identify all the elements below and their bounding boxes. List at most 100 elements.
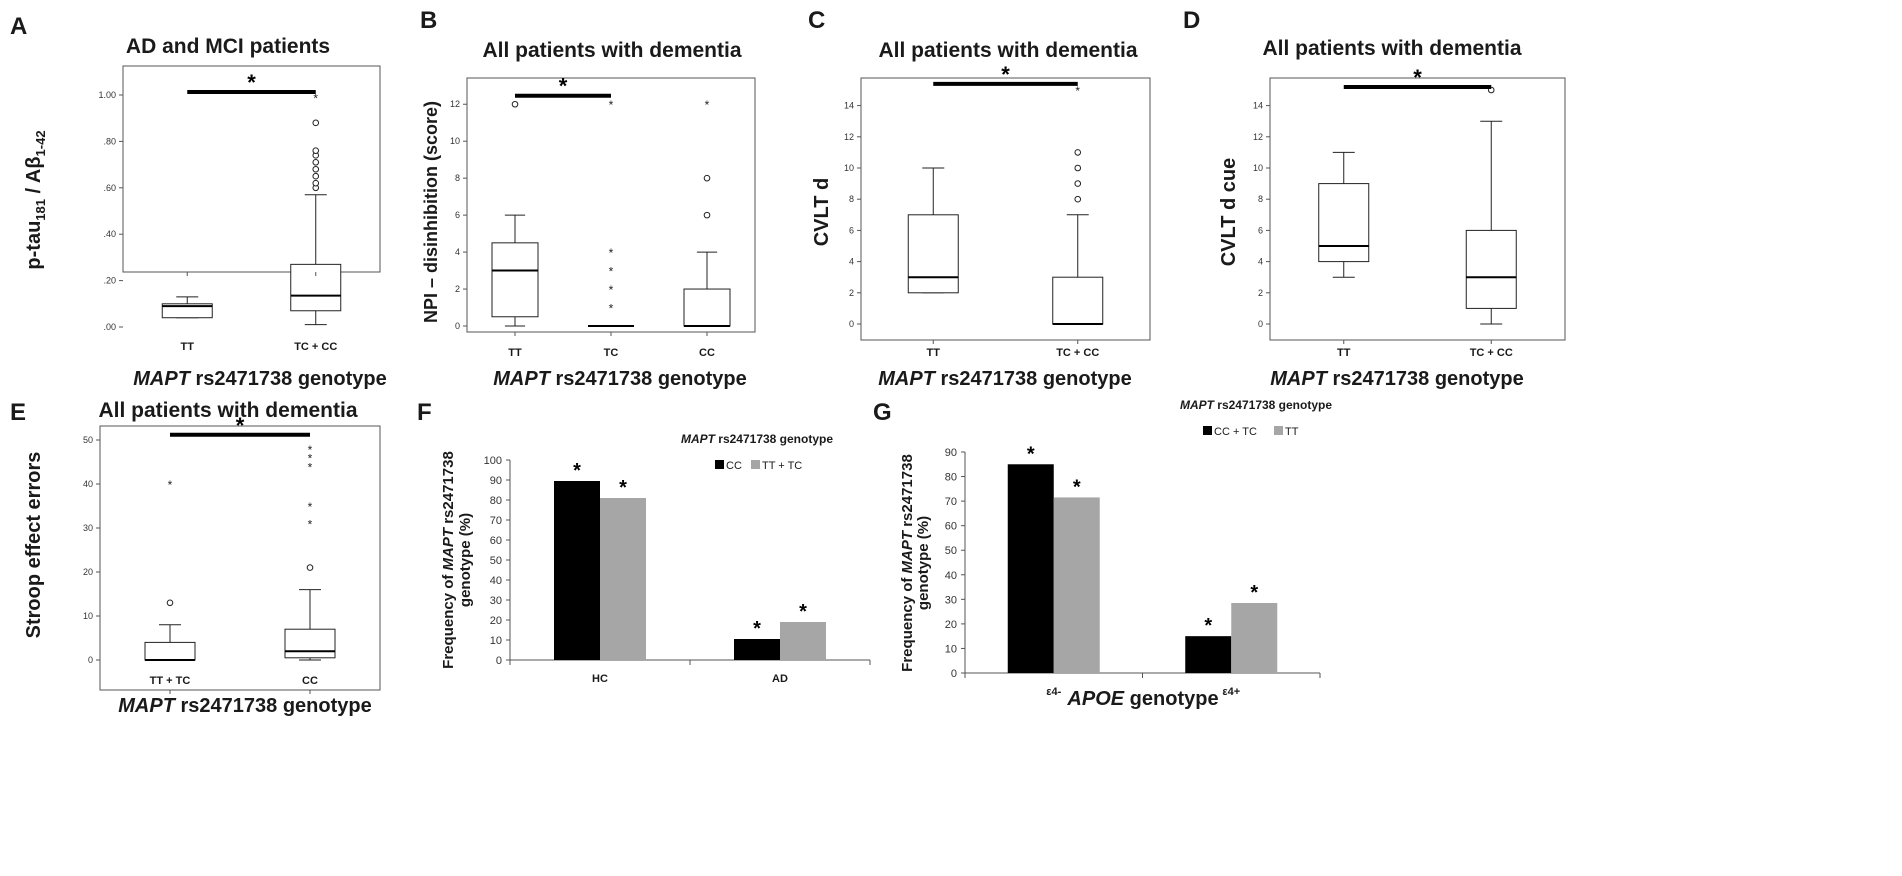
bar-star: * bbox=[753, 618, 761, 640]
box-TT bbox=[1318, 151, 1370, 278]
box-iqr bbox=[161, 303, 213, 319]
y-tick-label: 100 bbox=[484, 455, 502, 467]
y-tick-label: 0 bbox=[496, 655, 502, 667]
y-tick-label: 2 bbox=[1258, 288, 1263, 298]
box-iqr bbox=[1465, 229, 1517, 309]
chart-title: All patients with dementia bbox=[1262, 37, 1521, 60]
y-tick-label: 40 bbox=[490, 575, 502, 587]
y-tick-label: 70 bbox=[945, 496, 957, 508]
y-tick-label: 20 bbox=[83, 567, 93, 577]
y-tick-label: 12 bbox=[1253, 132, 1263, 142]
significance-star: * bbox=[559, 74, 568, 99]
box-iqr bbox=[290, 263, 342, 312]
y-axis-label: Stroop effect errors bbox=[23, 452, 45, 639]
chart-title: AD and MCI patients bbox=[126, 35, 330, 58]
legend-label: TT bbox=[1285, 426, 1299, 438]
legend-title: MAPT rs2471738 genotype bbox=[681, 432, 833, 446]
outlier-point bbox=[703, 174, 711, 182]
y-tick-label: 40 bbox=[83, 479, 93, 489]
y-axis-label: Frequency of MAPT rs2471738 bbox=[899, 454, 916, 672]
x-tick-label: TC + CC bbox=[1056, 347, 1099, 359]
extreme-point: * bbox=[168, 478, 173, 492]
panel-letter-G: G bbox=[873, 399, 892, 426]
box-TT + TC: * bbox=[144, 478, 196, 661]
box-iqr bbox=[1318, 183, 1370, 263]
panel-C: C All patients with dementia 0 2 4 6 8 10 12 14 TT… bbox=[808, 7, 1151, 390]
panel-letter-F: F bbox=[417, 399, 432, 426]
box-iqr bbox=[1052, 276, 1104, 325]
y-tick-label: 20 bbox=[490, 615, 502, 627]
x-tick-label: ε4- bbox=[1046, 686, 1061, 698]
y-tick-label: 0 bbox=[88, 655, 93, 665]
y-tick-label: 90 bbox=[945, 447, 957, 459]
x-tick-label: TT bbox=[508, 347, 522, 359]
extreme-point: * bbox=[1075, 84, 1080, 98]
bar-star: * bbox=[1250, 582, 1258, 604]
box-TT bbox=[491, 100, 539, 327]
panel-E: E All patients with dementia 0 10 20 30 40 50 * T… bbox=[10, 399, 381, 717]
y-tick-label: 14 bbox=[844, 101, 854, 111]
bar-CC-AD bbox=[734, 639, 780, 660]
x-tick-label: AD bbox=[772, 673, 788, 685]
y-tick-label: 2 bbox=[455, 284, 460, 294]
outlier-point bbox=[703, 211, 711, 219]
panel-F: F 0 10 20 30 40 50 60 70 80 90 100 * * HC * * AD Frequency… bbox=[417, 399, 871, 685]
outlier-point bbox=[1074, 149, 1082, 156]
chart-title: All patients with dementia bbox=[482, 39, 741, 62]
legend-label: CC + TC bbox=[1214, 426, 1257, 438]
y-tick-label: 6 bbox=[849, 225, 854, 235]
y-axis-label: p-tau181 / Aβ1-42 bbox=[23, 130, 48, 269]
y-axis-label-line2: genotype (%) bbox=[457, 513, 474, 607]
extreme-point: * bbox=[609, 283, 614, 297]
box-TC + CC: * bbox=[290, 91, 342, 326]
y-tick-label: 12 bbox=[450, 99, 460, 109]
box-iqr bbox=[491, 242, 539, 318]
extreme-point: * bbox=[308, 518, 313, 532]
y-tick-label: 90 bbox=[490, 475, 502, 487]
legend-swatch bbox=[1274, 426, 1283, 435]
y-tick-label: 0 bbox=[1258, 319, 1263, 329]
y-tick-label: 0 bbox=[455, 321, 460, 331]
y-tick-label: 10 bbox=[1253, 163, 1263, 173]
box-iqr bbox=[144, 641, 196, 661]
significance-star: * bbox=[1413, 65, 1422, 90]
y-tick-label: 30 bbox=[490, 595, 502, 607]
x-tick-label: TC + CC bbox=[1470, 347, 1513, 359]
y-tick-label: 6 bbox=[455, 210, 460, 220]
bar-star: * bbox=[573, 460, 581, 482]
y-tick-label: 0 bbox=[849, 319, 854, 329]
y-tick-label: 12 bbox=[844, 132, 854, 142]
y-tick-label: .20 bbox=[103, 276, 116, 286]
outlier-point bbox=[511, 100, 519, 108]
bar-TT-ε4- bbox=[1053, 497, 1100, 673]
legend-title: MAPT rs2471738 genotype bbox=[1180, 398, 1332, 412]
outlier-point bbox=[312, 179, 320, 187]
panel-letter-A: A bbox=[10, 13, 27, 40]
bar-star: * bbox=[799, 601, 807, 623]
extreme-point: * bbox=[609, 302, 614, 316]
bar-CC+TC-ε4+ bbox=[1185, 636, 1232, 673]
outlier-point bbox=[1074, 195, 1082, 203]
extreme-point: * bbox=[609, 265, 614, 279]
x-axis-label: MAPT rs2471738 genotype bbox=[493, 368, 746, 390]
y-axis-label: Frequency of MAPT rs2471738 bbox=[440, 451, 457, 669]
y-axis-label-line2: genotype (%) bbox=[915, 516, 932, 610]
significance-star: * bbox=[1001, 62, 1010, 87]
box-CC: * bbox=[683, 98, 731, 327]
box-TC: * * * * * bbox=[588, 98, 634, 327]
y-tick-label: 50 bbox=[945, 545, 957, 557]
panel-letter-D: D bbox=[1183, 7, 1200, 34]
x-tick-label: TT bbox=[1337, 347, 1351, 359]
y-tick-label: 10 bbox=[490, 635, 502, 647]
x-axis-label: MAPT rs2471738 genotype bbox=[1270, 368, 1523, 390]
legend-swatch bbox=[715, 460, 724, 469]
plot-frame bbox=[1269, 77, 1566, 341]
box-iqr bbox=[284, 628, 336, 659]
legend-swatch bbox=[1203, 426, 1212, 435]
panel-letter-B: B bbox=[420, 7, 437, 34]
box-TC + CC bbox=[1465, 86, 1517, 325]
legend-label: TT + TC bbox=[762, 460, 802, 472]
y-tick-label: 10 bbox=[945, 643, 957, 655]
chart-title: All patients with dementia bbox=[878, 39, 1137, 62]
x-tick-label: TT bbox=[927, 347, 941, 359]
